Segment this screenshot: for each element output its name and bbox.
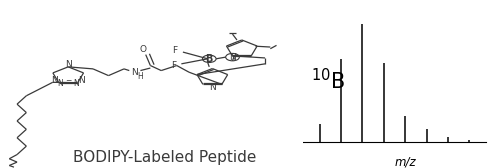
Text: $^{10}$B: $^{10}$B <box>311 68 345 93</box>
Text: N: N <box>209 83 216 92</box>
Text: N: N <box>51 76 58 85</box>
Text: −: − <box>206 54 212 59</box>
Text: N: N <box>73 79 79 89</box>
Text: +: + <box>234 53 239 58</box>
Text: N: N <box>58 79 64 89</box>
Text: N: N <box>78 76 86 85</box>
Text: O: O <box>139 45 146 54</box>
Text: F: F <box>171 61 176 70</box>
Text: BODIPY-Labeled Peptide: BODIPY-Labeled Peptide <box>72 150 256 165</box>
Text: F: F <box>172 46 178 55</box>
Text: N: N <box>65 60 71 69</box>
Text: N: N <box>132 68 138 77</box>
Text: m/z: m/z <box>394 155 416 168</box>
Text: B: B <box>206 54 213 64</box>
Text: N: N <box>229 53 236 62</box>
Text: H: H <box>138 72 143 81</box>
Text: =: = <box>65 77 71 86</box>
